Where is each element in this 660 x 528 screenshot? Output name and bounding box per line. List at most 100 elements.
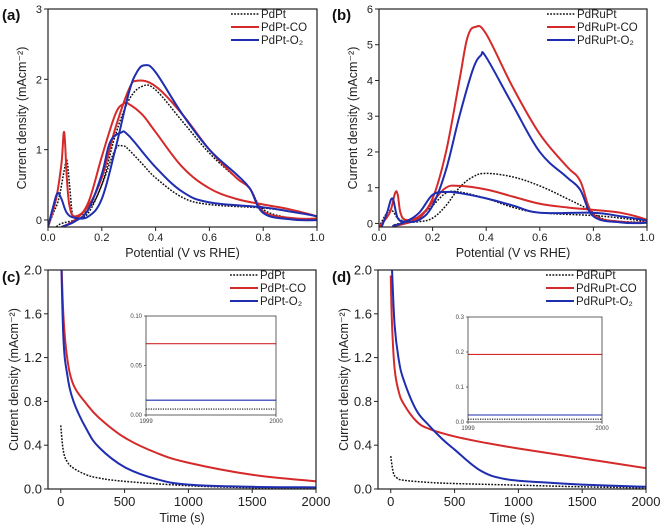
x-tick-label: 2000 [302, 494, 331, 509]
legend-label: PdPt [261, 9, 287, 21]
x-tick-label: 1.0 [639, 232, 654, 244]
x-tick-label: 1999 [461, 426, 475, 432]
x-tick-label: 0.8 [586, 232, 601, 244]
y-tick-label: 1.2 [354, 350, 372, 365]
x-tick-label: 500 [114, 494, 136, 509]
inset-background [146, 316, 276, 415]
legend-label: PdRuPt [577, 9, 617, 21]
y-tick-label: 0.2 [456, 350, 465, 356]
y-tick-label: 0.8 [354, 394, 372, 409]
y-tick-label: 0.4 [354, 438, 372, 453]
legend-label: PdPt-O₂ [261, 35, 303, 47]
y-tick-label: 0.0 [354, 482, 372, 497]
legend-label: PdRuPt-O₂ [576, 296, 633, 308]
panel-b: (b) 0.0 0.2 0.4 0.6 0.8 1.0 0 1 2 3 4 5 6 Potential (V… [332, 4, 655, 260]
y-tick-label: 1.2 [24, 350, 42, 365]
legend-label: PdRuPt-CO [576, 283, 637, 295]
y-tick-label: 0.05 [130, 364, 142, 370]
axis-frame [47, 8, 318, 228]
y-tick-label: 2.0 [24, 263, 42, 278]
x-tick-label: 2000 [595, 426, 609, 432]
y-tick-label: 0.8 [24, 394, 42, 409]
x-tick-label: 0.6 [532, 232, 547, 244]
series-group [379, 24, 647, 227]
x-axis-title: Time (s) [159, 511, 204, 525]
series-group [60, 270, 316, 489]
x-tick-label: 0.4 [479, 232, 494, 244]
series-line-pdrupt-co [389, 275, 646, 470]
x-tick-label: 1000 [504, 494, 533, 509]
y-axis-title: Current density (mAcm⁻²) [337, 308, 351, 451]
axis-frame [377, 269, 647, 490]
y-tick-label: 5 [367, 40, 373, 52]
series-line-pdrupt-co [379, 24, 647, 227]
legend-label: PdPt [260, 270, 286, 282]
panel-a: (a) 0.0 0.2 0.4 0.6 0.8 1.0 0 1 2 3 Potential (V vs… [2, 4, 325, 260]
x-tick-label: 500 [444, 494, 466, 509]
axis-frame [47, 269, 317, 490]
y-tick-label: 0.4 [24, 438, 42, 453]
panel-label: (d) [332, 269, 351, 286]
y-tick-label: 0 [36, 215, 42, 227]
legend-label: PdRuPt [576, 270, 616, 282]
y-tick-label: 6 [367, 4, 373, 16]
series-group [468, 353, 602, 420]
y-tick-label: 0.0 [456, 420, 465, 426]
x-tick-label: 0 [57, 494, 64, 509]
y-axis-title: Current density (mAcm⁻²) [346, 47, 360, 190]
x-tick-label: 1999 [139, 419, 153, 425]
series-group [146, 343, 276, 410]
y-tick-label: 3 [36, 4, 42, 16]
y-tick-label: 0 [367, 218, 373, 230]
series-group [48, 64, 317, 227]
y-tick-label: 0.00 [130, 413, 142, 419]
panel-label: (a) [2, 7, 20, 24]
inset-chart: 1999 2000 0.0 0.1 0.2 0.3 [456, 315, 610, 432]
x-tick-label: 0.0 [40, 232, 55, 244]
series-line-pdpt [60, 425, 316, 489]
x-tick-label: 0.0 [371, 232, 386, 244]
y-tick-label: 0.3 [456, 315, 465, 321]
y-tick-label: 0.0 [24, 482, 42, 497]
y-axis-title: Current density (mAcm⁻²) [7, 308, 21, 451]
series-line-pdrupt-o- [391, 270, 646, 488]
x-tick-label: 0.8 [256, 232, 271, 244]
y-tick-label: 1.6 [354, 306, 372, 321]
series-line-pdpt-o- [48, 64, 317, 227]
y-tick-label: 0.10 [130, 314, 142, 320]
legend-label: PdPt-O₂ [260, 296, 302, 308]
x-tick-label: 0.6 [202, 232, 217, 244]
legend-label: PdPt-CO [260, 283, 306, 295]
x-tick-label: 0 [387, 494, 394, 509]
x-tick-label: 1500 [238, 494, 267, 509]
panel-d: (d) 0 500 1000 1500 2000 0.0 0.4 0.8 1.2 1.6 2.0 Tim… [332, 263, 660, 526]
x-tick-label: 0.2 [94, 232, 109, 244]
y-tick-label: 0.1 [456, 385, 465, 391]
y-tick-label: 1 [367, 183, 373, 195]
x-axis-title: Time (s) [489, 511, 534, 525]
inset-background [468, 317, 602, 422]
y-tick-label: 2 [367, 147, 373, 159]
axis-frame [378, 8, 648, 228]
x-tick-label: 0.2 [425, 232, 440, 244]
series-line-pdpt-co [60, 270, 316, 483]
series-line-pdpt [48, 84, 317, 227]
series-line-pdrupt [390, 456, 646, 489]
series-group [389, 270, 646, 489]
inset-chart: 1999 2000 0.00 0.05 0.10 [130, 314, 283, 425]
y-tick-label: 1.6 [24, 306, 42, 321]
x-tick-label: 2000 [269, 419, 283, 425]
legend-label: PdPt-CO [261, 22, 307, 34]
x-tick-label: 1500 [568, 494, 597, 509]
panel-label: (b) [332, 7, 351, 24]
panel-c: (c) 0 500 1000 1500 2000 0.0 0.4 0.8 1.2 1.6 2.0 Tim… [2, 263, 331, 526]
y-tick-label: 2.0 [354, 263, 372, 278]
y-tick-label: 3 [367, 111, 373, 123]
x-tick-label: 1000 [174, 494, 203, 509]
x-tick-label: 2000 [632, 494, 660, 509]
